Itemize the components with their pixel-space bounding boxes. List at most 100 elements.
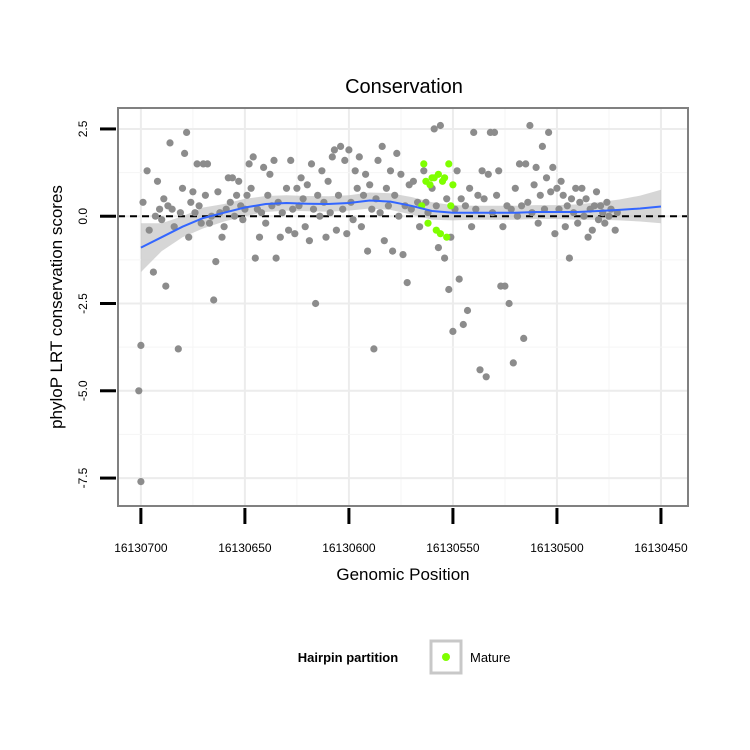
data-point bbox=[195, 202, 203, 210]
data-point bbox=[380, 237, 388, 245]
data-point bbox=[339, 205, 347, 213]
data-point bbox=[145, 226, 153, 234]
data-point bbox=[297, 174, 305, 182]
data-point bbox=[484, 170, 492, 178]
data-point bbox=[459, 320, 467, 329]
data-point bbox=[430, 125, 438, 133]
y-tick-label: 2.5 bbox=[76, 120, 90, 137]
data-point bbox=[149, 268, 157, 276]
data-point bbox=[307, 160, 316, 168]
data-point bbox=[197, 219, 205, 227]
data-point bbox=[376, 209, 384, 217]
data-point bbox=[368, 205, 376, 213]
data-point bbox=[193, 160, 201, 168]
y-axis: 2.5 0.0 -2.5 -5.0 -7.5 bbox=[76, 120, 116, 488]
data-point bbox=[538, 142, 547, 150]
data-point bbox=[189, 188, 197, 196]
data-point bbox=[324, 177, 332, 185]
y-tick-label: -5.0 bbox=[76, 380, 90, 401]
data-point bbox=[457, 195, 465, 203]
data-point bbox=[518, 202, 526, 210]
data-point bbox=[137, 478, 145, 486]
x-tick-label: 16130450 bbox=[634, 541, 688, 555]
data-point bbox=[557, 177, 565, 185]
data-point bbox=[391, 191, 399, 199]
data-point bbox=[170, 223, 178, 231]
data-point bbox=[584, 233, 592, 241]
legend: Hairpin partition Mature bbox=[298, 639, 510, 675]
data-point bbox=[303, 181, 311, 189]
data-point bbox=[532, 163, 540, 171]
data-point bbox=[334, 191, 343, 199]
data-point bbox=[135, 387, 143, 395]
smooth-trend-line bbox=[140, 199, 662, 249]
y-tick-label: -2.5 bbox=[76, 293, 90, 314]
data-point bbox=[183, 128, 191, 136]
data-point bbox=[386, 167, 395, 175]
data-point bbox=[314, 191, 322, 199]
data-point bbox=[255, 233, 264, 241]
data-point bbox=[545, 128, 553, 136]
legend-key-dot bbox=[442, 653, 450, 661]
data-point bbox=[312, 299, 320, 308]
data-point bbox=[249, 153, 257, 161]
data-point bbox=[266, 170, 274, 178]
data-point bbox=[278, 209, 286, 217]
data-point bbox=[393, 149, 401, 157]
data-point bbox=[565, 254, 574, 262]
data-point bbox=[382, 184, 390, 192]
mature-point bbox=[434, 170, 442, 178]
data-point bbox=[301, 223, 309, 231]
data-point bbox=[493, 191, 501, 199]
data-point bbox=[212, 258, 220, 266]
mature-point bbox=[420, 160, 428, 168]
data-point bbox=[420, 167, 428, 175]
data-point bbox=[220, 223, 228, 231]
data-point bbox=[276, 233, 284, 241]
data-point bbox=[328, 153, 336, 161]
data-point bbox=[353, 184, 361, 192]
y-tick-label: 0.0 bbox=[76, 208, 90, 225]
data-point bbox=[507, 205, 515, 213]
data-point bbox=[214, 188, 222, 196]
data-point bbox=[318, 167, 326, 175]
data-point bbox=[509, 359, 517, 367]
data-point bbox=[187, 198, 195, 206]
x-axis-title: Genomic Position bbox=[336, 565, 469, 584]
data-point bbox=[470, 128, 478, 136]
y-axis-title: phyloP LRT conservation scores bbox=[47, 185, 66, 429]
data-point bbox=[330, 146, 338, 154]
data-point bbox=[574, 219, 582, 227]
data-point bbox=[588, 226, 596, 234]
data-point bbox=[264, 191, 272, 199]
data-point bbox=[540, 205, 549, 213]
data-point bbox=[247, 184, 255, 192]
data-point bbox=[233, 191, 241, 199]
data-point bbox=[235, 177, 243, 185]
smooth-trend bbox=[140, 199, 662, 249]
data-point bbox=[542, 174, 551, 182]
mature-point bbox=[449, 181, 457, 189]
data-point bbox=[345, 146, 353, 154]
x-tick-label: 16130650 bbox=[218, 541, 272, 555]
data-point bbox=[270, 156, 278, 164]
mature-point bbox=[441, 174, 449, 182]
data-point bbox=[472, 205, 480, 213]
mature-point bbox=[445, 160, 453, 168]
data-point bbox=[563, 202, 571, 210]
data-point bbox=[511, 184, 519, 192]
data-point bbox=[590, 202, 599, 210]
data-point bbox=[191, 209, 199, 217]
data-point bbox=[441, 254, 449, 262]
data-point bbox=[605, 212, 613, 220]
data-point bbox=[143, 167, 151, 175]
data-point bbox=[158, 216, 166, 224]
data-point bbox=[287, 156, 295, 164]
data-point bbox=[176, 209, 184, 217]
data-point bbox=[576, 198, 584, 206]
data-point bbox=[201, 191, 209, 199]
data-point bbox=[337, 142, 345, 150]
data-point bbox=[160, 195, 168, 203]
data-point bbox=[461, 202, 469, 210]
